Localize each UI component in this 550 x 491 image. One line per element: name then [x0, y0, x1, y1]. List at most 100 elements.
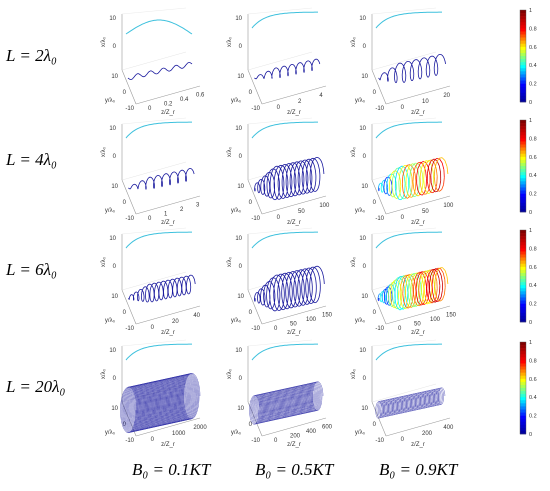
series-segment [424, 302, 428, 305]
series-segment [384, 287, 387, 291]
series-segment [407, 292, 409, 301]
series-segment [436, 267, 440, 273]
colorbar-tick-label: 0.8 [529, 136, 537, 142]
series-segment [383, 302, 386, 304]
series-segment [409, 163, 413, 166]
z-tick-label: 50 [290, 321, 297, 327]
colorbar-cell [520, 13, 526, 17]
series-segment [405, 185, 408, 193]
series-segment [428, 302, 432, 304]
series-segment [405, 170, 408, 179]
series-segment [394, 281, 398, 288]
series-segment [406, 285, 409, 293]
colorbar-cell [520, 31, 526, 35]
series-segment [439, 158, 443, 164]
colorbar-cell [520, 248, 526, 252]
colorbar-cell [520, 196, 526, 201]
x-tick-label: 0 [363, 44, 367, 50]
colorbar-cell [520, 279, 526, 283]
series-segment [423, 164, 427, 172]
colorbar-cell [520, 74, 526, 78]
series-segment [418, 299, 421, 305]
y-tick-label: -10 [375, 326, 384, 332]
series-segment [410, 165, 413, 173]
x-tick-label: 10 [359, 348, 366, 354]
z-tick-label: 0.6 [196, 92, 205, 98]
series-segment [426, 189, 430, 194]
x-axis-label: x/λ₀ [351, 36, 357, 47]
y-axis-label: y/λ₀ [105, 318, 116, 324]
colorbar-cell [520, 43, 526, 48]
z-tick-label: 0 [401, 437, 405, 443]
colorbar-cell [520, 242, 526, 246]
back-edge [121, 51, 187, 71]
colorbar-tick-label: 0 [529, 210, 532, 216]
series-segment [392, 300, 395, 307]
series-segment [386, 300, 388, 304]
colorbar-cell [520, 126, 526, 130]
series-segment [413, 167, 416, 174]
series-segment [434, 184, 438, 190]
x-tick-label: 0 [363, 264, 367, 270]
series-segment [430, 297, 434, 302]
series-segment [432, 277, 435, 285]
colorbar-cell [520, 351, 526, 355]
series-segment [403, 295, 406, 304]
colorbar-cell [520, 409, 526, 413]
x-tick-label: 10 [235, 348, 242, 354]
series-segment [444, 287, 446, 295]
series-segment [387, 192, 389, 196]
x-tick-label: 0 [363, 154, 367, 160]
y-tick-label: 0 [123, 90, 127, 96]
series-segment [418, 277, 422, 285]
series-segment [405, 280, 408, 289]
series-segment [414, 162, 419, 168]
z-tick-label: 400 [443, 425, 454, 431]
back-top-edge [247, 7, 313, 15]
series-segment [440, 268, 444, 274]
series-line-x-projection [251, 121, 318, 139]
x-tick-label: 10 [359, 236, 366, 242]
z-axis-label: z/Z_r [287, 110, 301, 116]
z-tick-label: 0 [277, 105, 281, 111]
y-tick-label: -10 [375, 438, 384, 444]
series-segment [424, 186, 427, 192]
colorbar-cell [520, 153, 526, 158]
y-tick-label: -10 [251, 216, 260, 222]
colorbar-cell [520, 40, 526, 45]
z-tick-label: 1 [164, 211, 168, 217]
series-segment [413, 278, 416, 287]
colorbar-cell [520, 132, 526, 136]
series-segment [443, 177, 445, 185]
y-tick-label: 10 [361, 74, 368, 80]
colorbar-cell [520, 276, 526, 280]
colorbar-cell [520, 378, 526, 383]
series-segment [389, 190, 392, 196]
series-segment [439, 189, 442, 192]
series-segment [439, 157, 443, 159]
series-segment [422, 271, 426, 278]
series-segment [439, 180, 442, 188]
series-segment [432, 292, 435, 299]
colorbar-cell [520, 245, 526, 249]
series-segment [439, 267, 443, 269]
series-segment [380, 183, 383, 187]
colorbar-cell [520, 269, 526, 274]
z-axis-line [385, 195, 451, 215]
series-segment [399, 168, 403, 175]
series-segment [382, 184, 384, 187]
series-segment [415, 290, 417, 299]
z-tick-label: 0 [151, 437, 155, 443]
series-line-x-projection [125, 19, 193, 35]
z-tick-label: 0 [398, 326, 402, 332]
z-tick-label: 3 [196, 202, 200, 208]
z-tick-label: 20 [172, 319, 179, 325]
colorbar-tick-label: 1 [529, 8, 532, 14]
x-axis-label: x/λ₀ [227, 368, 233, 379]
colorbar-cell [520, 22, 526, 26]
y-axis-line [371, 289, 387, 325]
series-segment [435, 294, 438, 300]
series-line-trajectory [254, 58, 321, 80]
colorbar-cell [520, 312, 526, 317]
